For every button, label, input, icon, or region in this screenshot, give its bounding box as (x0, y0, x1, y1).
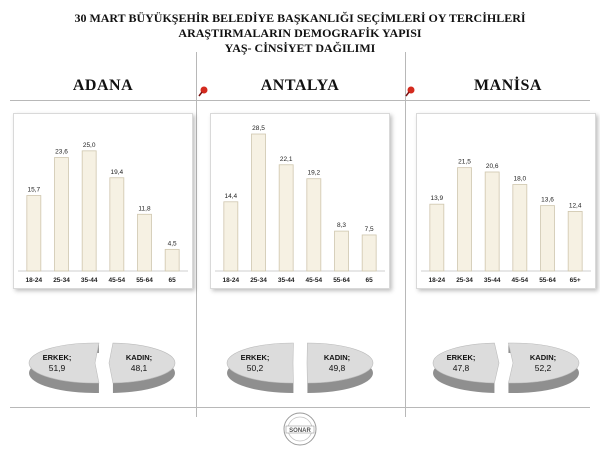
pie-slice (306, 342, 374, 393)
gender-pie-manisa: ERKEK;47,8 KADIN;52,2 (432, 342, 580, 393)
x-tick-label: 18-24 (26, 277, 43, 284)
x-tick-label: 25-34 (456, 277, 473, 284)
pie-slice-value: 52,2 (535, 363, 552, 373)
divider-left (196, 52, 197, 417)
bar (334, 230, 349, 272)
bar (540, 205, 555, 272)
bar (306, 178, 322, 272)
bar-value-label: 23,6 (55, 149, 68, 156)
gender-pie-antalya: ERKEK;50,2 KADIN;49,8 (226, 342, 374, 393)
panel-title-manisa: MANİSA (474, 77, 542, 94)
logo-text: SONAR (289, 428, 311, 434)
bar-chart-adana-svg: 15,7 18-24 23,6 25-34 25,0 35-44 19,4 45-54 11,8… (18, 142, 188, 284)
bar-value-label: 28,5 (252, 125, 265, 132)
main-title-line-1: 30 MART BÜYÜKŞEHİR BELEDİYE BAŞKANLIĞI S… (74, 11, 526, 25)
bar (223, 201, 239, 272)
pie-slice-label: KADIN; (530, 353, 556, 362)
bar (457, 167, 472, 272)
pie-slice-label: ERKEK; (447, 353, 476, 362)
bar-value-label: 14,4 (225, 193, 238, 200)
bar (361, 234, 377, 272)
pie-slice (108, 342, 176, 393)
x-tick-label: 55-64 (136, 277, 153, 284)
pie-slice-value: 51,9 (49, 363, 66, 373)
bar-value-label: 11,8 (138, 205, 151, 212)
x-tick-label: 35-44 (81, 277, 98, 284)
bar (81, 150, 97, 272)
sonar-logo: SONAR (283, 412, 317, 446)
bar (567, 211, 583, 272)
bar-value-label: 25,0 (83, 142, 96, 149)
bar (429, 203, 445, 272)
x-tick-label: 55-64 (333, 277, 350, 284)
main-title-line-2: ARAŞTIRMALARIN DEMOGRAFİK YAPISI (178, 26, 422, 40)
x-tick-label: 45-54 (109, 277, 126, 284)
bar-chart-antalya: 14,4 18-24 28,5 25-34 22,1 35-44 19,2 45-54 8,3 5… (210, 113, 390, 289)
bar-value-label: 21,5 (458, 159, 471, 166)
pie-slice-value: 49,8 (329, 363, 346, 373)
x-tick-label: 25-34 (250, 277, 267, 284)
pie-slice-value: 48,1 (131, 363, 148, 373)
pie-slice-value: 47,8 (453, 363, 470, 373)
x-tick-label: 35-44 (484, 277, 501, 284)
pie-slice-label: KADIN; (126, 353, 152, 362)
x-tick-label: 18-24 (429, 277, 446, 284)
bar (137, 213, 152, 272)
bar-chart-manisa: 13,9 18-24 21,5 25-34 20,6 35-44 18,0 45-54 13,6… (416, 113, 596, 289)
bar-value-label: 4,5 (168, 240, 177, 247)
bar-chart-antalya-svg: 14,4 18-24 28,5 25-34 22,1 35-44 19,2 45-54 8,3 5… (215, 125, 385, 284)
pushpin-icon (405, 86, 415, 97)
divider-bottom (10, 407, 590, 408)
bar (251, 133, 266, 272)
bar-chart-manisa-svg: 13,9 18-24 21,5 25-34 20,6 35-44 18,0 45-54 13,6… (421, 159, 591, 284)
bar (484, 171, 500, 272)
x-tick-label: 18-24 (223, 277, 240, 284)
pie-slice (28, 342, 100, 393)
pie-slice-value: 50,2 (247, 363, 264, 373)
x-tick-label: 45-54 (306, 277, 323, 284)
bar-value-label: 15,7 (28, 187, 41, 194)
bar-value-label: 12,4 (569, 202, 582, 209)
x-tick-label: 55-64 (539, 277, 556, 284)
gender-pie-adana: ERKEK;51,9 KADIN;48,1 (28, 342, 176, 393)
pie-slice-label: ERKEK; (241, 353, 270, 362)
bar-value-label: 8,3 (337, 222, 346, 229)
bar-chart-adana: 15,7 18-24 23,6 25-34 25,0 35-44 19,4 45-54 11,8… (13, 113, 193, 289)
pie-slice (508, 342, 580, 393)
bar (164, 248, 180, 272)
bar-value-label: 18,0 (514, 175, 527, 182)
x-tick-label: 45-54 (512, 277, 529, 284)
bar-value-label: 19,4 (111, 169, 124, 176)
x-tick-label: 25-34 (53, 277, 70, 284)
bar (109, 177, 125, 272)
panel-title-adana: ADANA (72, 77, 134, 94)
main-title-line-3: YAŞ- CİNSİYET DAĞILIMI (224, 41, 376, 55)
x-tick-label: 65 (366, 277, 374, 284)
x-tick-label: 65 (169, 277, 177, 284)
bar-value-label: 7,5 (365, 226, 374, 233)
bar (278, 164, 294, 272)
pie-slice (226, 342, 294, 393)
bar (512, 184, 528, 272)
pushpin-icon (198, 86, 208, 97)
bar-value-label: 22,1 (280, 156, 293, 163)
pie-slice (432, 342, 500, 393)
panel-title-antalya: ANTALYA (260, 77, 340, 94)
pie-slice-label: ERKEK; (43, 353, 72, 362)
x-tick-label: 35-44 (278, 277, 295, 284)
bar (54, 157, 69, 272)
bar-value-label: 20,6 (486, 163, 499, 170)
x-tick-label: 65+ (570, 277, 581, 284)
bar-value-label: 13,9 (431, 195, 444, 202)
divider-top (10, 100, 590, 101)
bar (26, 195, 42, 272)
divider-right (405, 52, 406, 417)
bar-value-label: 19,2 (308, 170, 321, 177)
pie-slice-label: KADIN; (324, 353, 350, 362)
bar-value-label: 13,6 (541, 197, 554, 204)
